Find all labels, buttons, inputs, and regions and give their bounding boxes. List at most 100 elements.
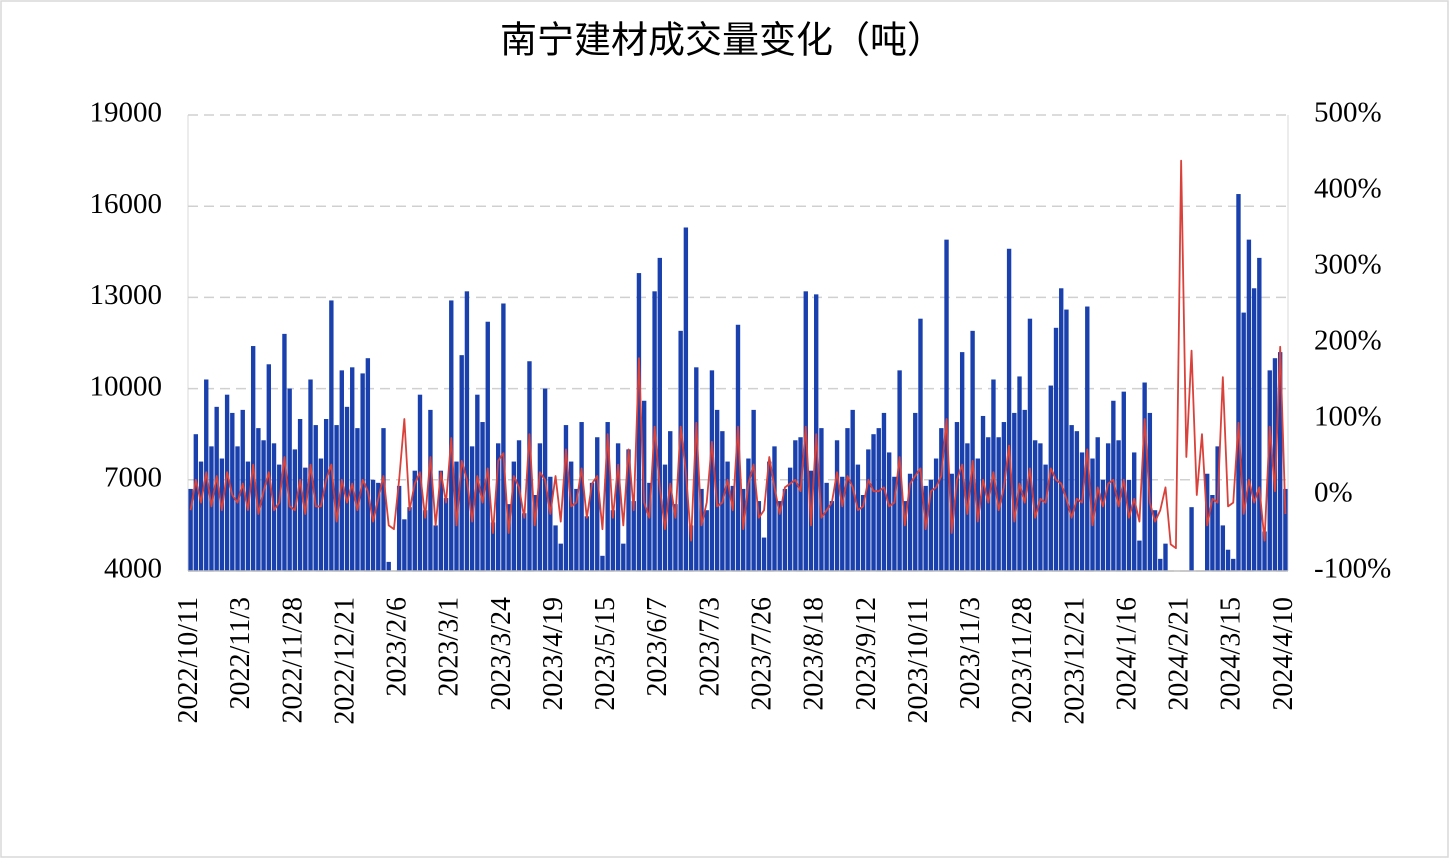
x-tick-label: 2024/4/10 — [1268, 597, 1299, 711]
bar — [662, 464, 668, 571]
bar — [939, 428, 944, 571]
bar — [323, 419, 329, 571]
bar — [1027, 318, 1033, 571]
bar — [219, 458, 225, 571]
bar — [631, 501, 636, 571]
bar — [1001, 422, 1007, 571]
bar — [209, 446, 214, 571]
bar — [579, 422, 584, 571]
x-tick-label: 2023/9/12 — [851, 597, 882, 711]
bar — [980, 415, 986, 571]
bar — [1017, 376, 1022, 571]
bar — [1251, 288, 1257, 571]
bar — [694, 367, 699, 571]
bar — [834, 440, 840, 571]
x-tick-label: 2023/7/3 — [694, 597, 725, 697]
bar — [1043, 464, 1048, 571]
bar — [496, 443, 501, 571]
bar — [198, 461, 204, 571]
bar — [678, 330, 683, 571]
y2-tick-label: 500% — [1314, 97, 1382, 129]
bar — [1142, 382, 1147, 571]
bar — [1262, 531, 1267, 571]
bar — [751, 409, 756, 571]
bar — [386, 561, 391, 571]
bar — [777, 501, 782, 571]
bar — [761, 537, 767, 571]
bar — [1231, 558, 1236, 571]
bar — [1059, 288, 1064, 571]
bar — [845, 428, 850, 571]
bar — [892, 476, 897, 571]
bar — [1272, 358, 1278, 571]
y2-tick-label: 100% — [1314, 401, 1382, 433]
x-tick-label: 2023/4/19 — [538, 597, 569, 711]
bar — [647, 482, 652, 571]
bar — [772, 446, 777, 571]
bar — [532, 495, 537, 571]
bar — [709, 370, 715, 571]
bar — [370, 479, 376, 571]
x-tick-label: 2023/6/7 — [642, 597, 673, 697]
bar — [615, 443, 621, 571]
bar — [610, 510, 616, 571]
bar — [516, 440, 522, 571]
bar — [855, 464, 861, 571]
bar — [1100, 479, 1106, 571]
x-tick-label: 2023/7/26 — [746, 597, 777, 711]
bar — [944, 239, 949, 571]
bar — [277, 464, 282, 571]
bar — [1152, 510, 1158, 571]
bar — [574, 488, 579, 571]
bar — [897, 370, 902, 571]
bar — [1012, 412, 1017, 571]
bar — [480, 422, 485, 571]
bar — [287, 388, 292, 571]
bar — [1220, 525, 1226, 571]
bar — [595, 437, 600, 571]
bar — [881, 412, 887, 571]
bar — [501, 303, 506, 571]
bar — [829, 501, 835, 571]
bar — [256, 428, 261, 571]
bar — [1022, 409, 1027, 571]
bar — [1105, 443, 1111, 571]
x-tick-label: 2023/12/21 — [1059, 597, 1090, 725]
bar — [558, 543, 563, 571]
bar — [589, 482, 595, 571]
bar — [297, 419, 303, 571]
bar — [688, 525, 694, 571]
x-tick-label: 2023/3/24 — [486, 597, 517, 711]
bar — [1095, 437, 1100, 571]
bar — [907, 473, 913, 571]
bar — [1132, 452, 1137, 571]
bar — [1085, 306, 1090, 571]
bar — [704, 510, 709, 571]
bar — [381, 428, 386, 571]
bar — [600, 555, 605, 571]
bar — [814, 294, 819, 571]
bar — [1069, 425, 1074, 571]
bar — [443, 498, 449, 571]
line — [189, 159, 1287, 550]
bar — [193, 434, 199, 571]
bar — [746, 458, 751, 571]
bar — [350, 367, 355, 571]
bar — [970, 330, 975, 571]
bar — [308, 379, 313, 571]
bar — [563, 425, 569, 571]
bar — [266, 364, 271, 571]
bar — [522, 513, 527, 571]
bar — [428, 409, 433, 571]
bar — [396, 485, 402, 571]
bar — [214, 406, 219, 571]
bar — [1163, 543, 1168, 571]
bar — [730, 485, 735, 571]
bar — [725, 461, 730, 571]
bar — [735, 324, 741, 571]
bar — [933, 458, 939, 571]
bar — [798, 437, 803, 571]
bar — [245, 461, 251, 571]
bar — [261, 440, 266, 571]
